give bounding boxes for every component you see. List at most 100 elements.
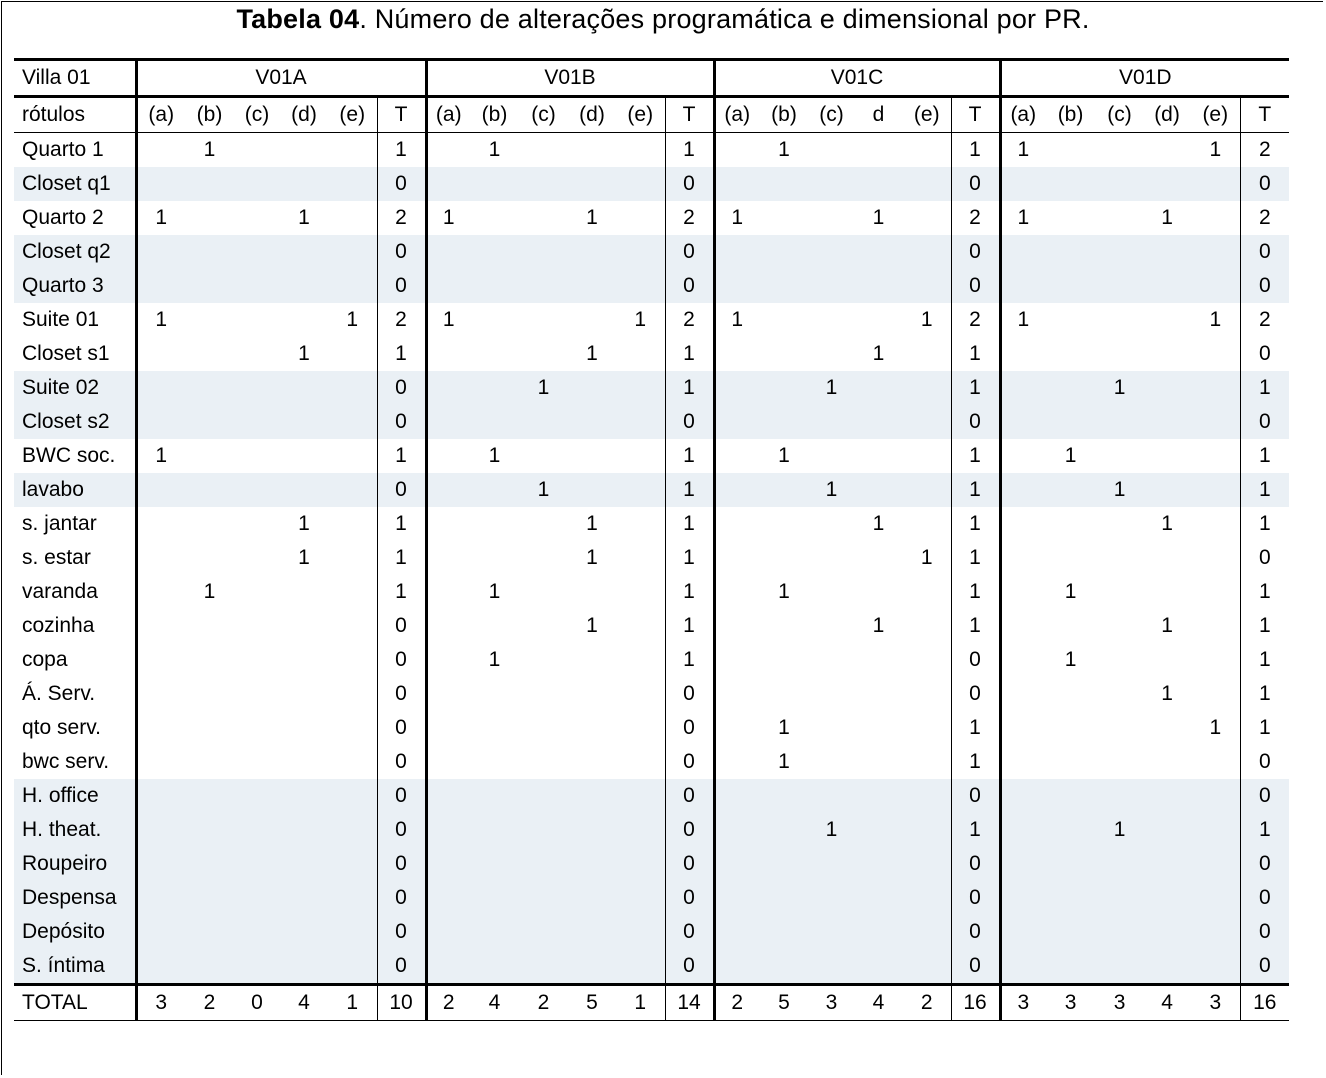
row-total-cell: 0 xyxy=(1239,949,1290,985)
count-cell xyxy=(185,303,234,337)
total-cell: 2 xyxy=(712,983,759,1021)
count-cell xyxy=(1143,167,1192,201)
count-cell xyxy=(854,745,903,779)
count-cell: 1 xyxy=(1161,614,1173,637)
count-cell xyxy=(616,813,665,847)
count-cell xyxy=(903,201,951,235)
row-label: s. jantar xyxy=(22,512,97,535)
count-cell xyxy=(854,677,903,711)
count-cell: 1 xyxy=(134,303,185,337)
count-cell xyxy=(519,745,568,779)
count-cell: 1 xyxy=(298,342,310,365)
count-cell xyxy=(712,711,759,745)
count-cell xyxy=(424,439,470,473)
row-label: s. estar xyxy=(22,546,91,569)
count-cell xyxy=(185,201,234,235)
count-cell xyxy=(616,881,665,915)
count-cell xyxy=(809,201,854,235)
row-label: Quarto 1 xyxy=(22,138,104,161)
count-cell xyxy=(134,677,185,711)
count-cell xyxy=(1045,779,1097,813)
count-cell xyxy=(280,371,328,405)
count-cell xyxy=(903,167,951,201)
count-cell xyxy=(328,677,377,711)
count-cell xyxy=(1096,745,1143,779)
count-cell xyxy=(616,371,665,405)
count-cell xyxy=(903,677,951,711)
count-cell xyxy=(759,303,809,337)
count-cell xyxy=(1096,439,1143,473)
count-cell xyxy=(809,405,854,439)
count-cell xyxy=(470,813,519,847)
count-cell xyxy=(903,575,951,609)
sub-col-header: (e) xyxy=(903,95,951,133)
count-cell xyxy=(568,303,616,337)
count-cell xyxy=(424,677,470,711)
total-col-header: T xyxy=(664,95,714,133)
count-cell xyxy=(998,371,1046,405)
table-row: S. íntima 0 0 0 0 xyxy=(14,949,1326,985)
row-total-cell: 1 xyxy=(376,507,426,541)
count-cell xyxy=(759,167,809,201)
total-cell: 4 xyxy=(1143,983,1192,1021)
count-cell xyxy=(328,235,377,269)
count-cell xyxy=(328,371,377,405)
count-cell xyxy=(134,609,185,643)
count-cell xyxy=(712,745,759,779)
row-total-cell: 0 xyxy=(950,881,1001,915)
count-cell: 1 xyxy=(488,138,501,161)
count-cell xyxy=(519,677,568,711)
count-cell xyxy=(568,881,616,915)
row-label: cozinha xyxy=(22,614,95,637)
count-cell xyxy=(998,677,1046,711)
count-cell xyxy=(134,881,185,915)
count-cell xyxy=(616,575,665,609)
count-cell xyxy=(809,507,854,541)
count-cell xyxy=(809,133,854,168)
sub-col-header: (c) xyxy=(1096,95,1144,133)
count-cell xyxy=(470,337,519,371)
count-cell xyxy=(1191,473,1241,507)
count-cell xyxy=(424,473,470,507)
count-cell: 1 xyxy=(634,308,647,331)
count-cell xyxy=(185,677,234,711)
count-cell xyxy=(1096,507,1143,541)
count-cell xyxy=(280,575,328,609)
table-row: Roupeiro 0 0 0 0 xyxy=(14,847,1326,881)
count-cell xyxy=(1191,269,1241,303)
total-cell: 2 xyxy=(903,983,951,1021)
count-cell xyxy=(712,847,759,881)
count-cell xyxy=(1045,711,1096,745)
count-cell xyxy=(234,643,280,677)
count-cell xyxy=(712,132,759,167)
count-cell xyxy=(854,133,903,168)
row-total-cell: 0 xyxy=(1239,167,1290,201)
count-cell xyxy=(280,847,328,881)
count-cell xyxy=(1143,337,1191,371)
count-cell xyxy=(519,235,568,269)
row-total-cell: 0 xyxy=(950,235,1001,269)
row-total-cell: 1 xyxy=(376,541,426,575)
count-cell xyxy=(280,745,328,779)
count-cell xyxy=(424,371,470,405)
count-cell xyxy=(903,643,951,677)
count-cell xyxy=(328,405,377,439)
table-row: lavabo 0 1 1 1 1 1 1 xyxy=(14,473,1326,507)
count-cell xyxy=(903,269,951,303)
count-cell xyxy=(1143,745,1191,779)
count-cell xyxy=(616,745,665,779)
count-cell xyxy=(1096,711,1143,745)
count-cell xyxy=(998,167,1046,201)
row-total-cell: 0 xyxy=(1239,779,1290,813)
count-cell: 1 xyxy=(203,580,216,603)
count-cell xyxy=(134,711,185,745)
count-cell xyxy=(712,813,759,847)
row-total-cell: 1 xyxy=(950,439,1001,473)
count-cell: 1 xyxy=(1096,473,1144,507)
count-cell xyxy=(1045,337,1096,371)
count-cell xyxy=(1096,133,1143,168)
count-cell xyxy=(328,167,377,201)
count-cell xyxy=(568,235,616,269)
count-cell xyxy=(616,439,665,473)
count-cell: 1 xyxy=(1064,580,1077,603)
